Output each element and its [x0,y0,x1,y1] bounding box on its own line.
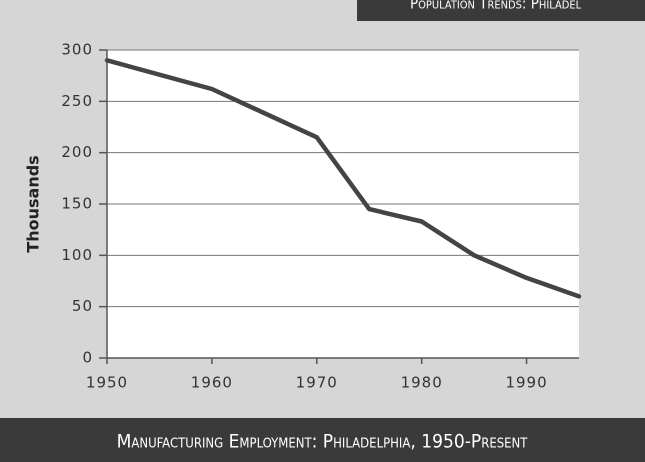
x-tick-label: 1950 [86,374,128,392]
header: Population Trends: Philadel [410,0,582,13]
x-tick-label: 1970 [296,374,338,392]
x-tick-label: 1960 [191,374,233,392]
header-bar [357,0,645,21]
plot: 0 50 100 150 200 250 300 1950 1960 1970 1980 1990 [61,41,582,392]
y-tick-label: 200 [61,143,93,161]
x-tick-label: 1990 [505,374,547,392]
line [104,58,582,299]
y-tick-label: 300 [61,41,93,59]
y-axis-label: Thousands [24,155,43,252]
x-tick-label: 1980 [401,374,443,392]
chart-title: Manufacturing Employment: Philadelphia, … [117,431,529,453]
y-tick-label: 0 [82,349,93,367]
y-tick-label: 250 [61,92,93,110]
y-tick-label: 100 [61,246,93,264]
y-tick-label: 150 [61,195,93,213]
y-tick-label: 50 [72,297,93,315]
title-bar [0,418,645,462]
